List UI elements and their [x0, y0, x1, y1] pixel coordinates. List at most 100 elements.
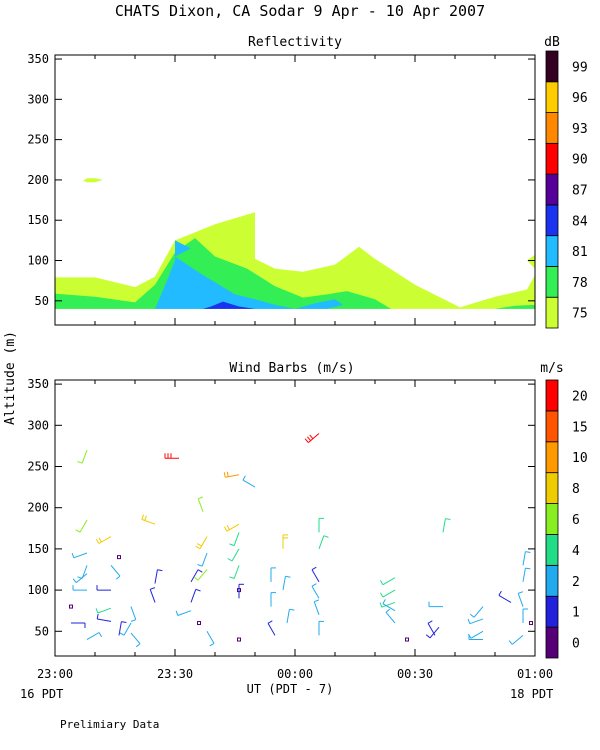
- wind-barb: [227, 548, 240, 562]
- wind-barb: [270, 567, 276, 582]
- x-tick-labels: 23:00 23:30 00:00 00:30 01:00: [37, 667, 553, 681]
- calm-marker: [529, 621, 533, 626]
- y-tick-label: 200: [27, 501, 49, 515]
- reflectivity-contour-75-1: [83, 178, 103, 183]
- colorbar-label: 8: [572, 482, 580, 497]
- colorbar-label: 0: [572, 637, 580, 652]
- colorbar-swatch: [545, 441, 559, 474]
- reflectivity-title: Reflectivity: [248, 35, 342, 50]
- wind-barb: [223, 471, 240, 478]
- wind-barb: [304, 433, 320, 443]
- wind-barb: [498, 590, 512, 603]
- wind-barbs: [69, 433, 533, 648]
- y-tick-label: 350: [27, 52, 49, 66]
- x-tick-label: 00:00: [277, 667, 313, 681]
- wind-barb: [72, 585, 88, 591]
- wind-barb: [428, 601, 444, 608]
- calm-marker: [117, 555, 121, 560]
- wind-barb: [77, 565, 88, 579]
- wind-barb: [238, 583, 244, 599]
- y-tick-label: 50: [35, 294, 49, 308]
- colorbar-label: 78: [572, 276, 588, 291]
- colorbar-label: 15: [572, 420, 588, 435]
- wind-barb: [318, 620, 324, 636]
- wind-barb: [379, 601, 396, 608]
- wind-barb: [223, 523, 240, 532]
- wind-barb: [164, 453, 180, 459]
- wind-barb: [469, 606, 484, 618]
- y-tick-label: 250: [27, 460, 49, 474]
- wind-barb: [522, 551, 531, 566]
- wind-barb: [70, 622, 86, 628]
- x-tick-label: 23:30: [157, 667, 193, 681]
- wind-barb: [311, 583, 320, 599]
- colorbar-label: 20: [572, 389, 588, 404]
- calm-marker: [237, 637, 241, 642]
- colorbar-label: 10: [572, 451, 588, 466]
- right-date-label: 18 PDT: [510, 687, 553, 701]
- reflectivity-colorbar-unit: dB: [544, 35, 560, 50]
- colorbar-swatch: [545, 50, 559, 83]
- y-tick-label: 100: [27, 254, 49, 268]
- wind-barbs-colorbar-unit: m/s: [540, 361, 563, 376]
- y-axis-label: Altitude (m): [3, 331, 18, 425]
- wind-barbs-axes: 50 100 150 200 250 300 350: [27, 377, 536, 656]
- calm-marker: [69, 604, 73, 609]
- wind-barb: [311, 566, 320, 583]
- reflectivity-contour-81-6: [155, 240, 343, 309]
- wind-barb: [190, 569, 203, 583]
- colorbar-swatch: [545, 266, 559, 298]
- colorbar-label: 2: [572, 575, 580, 590]
- colorbar-label: 4: [572, 544, 580, 559]
- wind-barb: [154, 569, 163, 584]
- wind-barb: [522, 567, 531, 582]
- colorbar-label: 1: [572, 606, 580, 621]
- wind-barb: [229, 532, 240, 547]
- colorbar-label: 84: [572, 214, 588, 229]
- wind-barb: [286, 608, 295, 624]
- x-tick-label: 00:30: [397, 667, 433, 681]
- colorbar-swatch: [545, 410, 559, 443]
- x-tick-label: 01:00: [517, 667, 553, 681]
- wind-barb: [282, 534, 288, 549]
- wind-barbs-colorbar: 0 1 2 4 6 8 10 15 20: [545, 379, 588, 659]
- wind-barb: [95, 536, 112, 544]
- x-axis-label: UT (PDT - 7): [247, 682, 334, 696]
- y-tick-label: 150: [27, 542, 49, 556]
- x-tick-label: 23:00: [37, 667, 73, 681]
- wind-barb: [96, 613, 112, 622]
- wind-barbs-frame: [54, 379, 536, 657]
- reflectivity-contour-78-4: [55, 238, 391, 309]
- wind-barb: [467, 630, 484, 639]
- colorbar-swatch: [545, 296, 559, 329]
- colorbar-swatch: [545, 472, 559, 504]
- reflectivity-contour-78-5: [495, 304, 535, 309]
- wind-barb: [385, 608, 396, 624]
- colorbar-swatch: [545, 142, 559, 175]
- wind-barb: [175, 610, 192, 616]
- y-tick-label: 50: [35, 624, 49, 638]
- wind-barb: [118, 621, 127, 636]
- y-tick-label: 250: [27, 133, 49, 147]
- wind-barb: [197, 552, 208, 567]
- reflectivity-contour-75-2: [455, 275, 535, 309]
- wind-barb: [72, 573, 88, 583]
- wind-barb: [229, 565, 240, 579]
- wind-barb: [141, 514, 156, 525]
- colorbar-swatch: [545, 503, 559, 535]
- colorbar-swatch: [545, 204, 559, 237]
- colorbar-swatch: [545, 626, 559, 659]
- colorbar-label: 81: [572, 245, 588, 260]
- colorbar-swatch: [545, 379, 559, 412]
- wind-barb: [77, 449, 88, 464]
- wind-barb: [467, 618, 484, 625]
- y-tick-label: 100: [27, 583, 49, 597]
- wind-barb: [110, 565, 121, 580]
- colorbar-swatch: [545, 595, 559, 628]
- colorbar-swatch: [545, 81, 559, 113]
- wind-barb: [242, 475, 256, 488]
- reflectivity-contours: [55, 178, 535, 309]
- wind-barb: [75, 519, 88, 533]
- wind-barb: [318, 517, 324, 533]
- wind-barb: [86, 632, 103, 640]
